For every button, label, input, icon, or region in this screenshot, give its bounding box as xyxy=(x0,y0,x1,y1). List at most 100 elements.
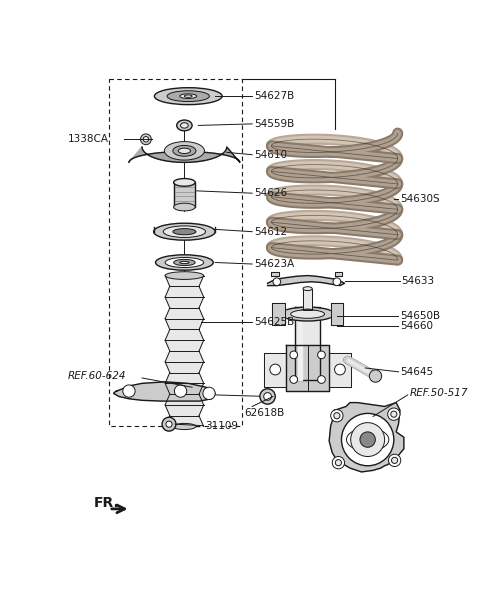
Text: 54630S: 54630S xyxy=(400,194,440,204)
Circle shape xyxy=(332,457,345,469)
Text: 31109: 31109 xyxy=(205,421,238,431)
Circle shape xyxy=(391,411,397,417)
Polygon shape xyxy=(331,303,343,325)
Polygon shape xyxy=(165,372,204,383)
Circle shape xyxy=(162,417,176,431)
Polygon shape xyxy=(165,286,204,297)
Ellipse shape xyxy=(178,148,191,154)
Polygon shape xyxy=(272,303,285,325)
Circle shape xyxy=(392,457,398,464)
Text: REF.60-624: REF.60-624 xyxy=(67,371,126,381)
Text: 54645: 54645 xyxy=(400,367,433,377)
Polygon shape xyxy=(298,307,302,380)
Circle shape xyxy=(318,351,325,359)
Polygon shape xyxy=(264,353,286,387)
Text: 54625B: 54625B xyxy=(254,316,294,327)
Circle shape xyxy=(273,278,281,285)
Ellipse shape xyxy=(173,229,196,235)
Ellipse shape xyxy=(174,179,195,186)
Polygon shape xyxy=(329,403,404,472)
Ellipse shape xyxy=(177,120,192,131)
Ellipse shape xyxy=(165,272,204,280)
Ellipse shape xyxy=(300,309,315,315)
Ellipse shape xyxy=(180,261,189,263)
Polygon shape xyxy=(267,275,345,285)
Circle shape xyxy=(290,351,298,359)
Circle shape xyxy=(260,389,275,404)
Ellipse shape xyxy=(167,91,209,101)
Circle shape xyxy=(360,432,375,447)
Circle shape xyxy=(290,375,298,383)
Ellipse shape xyxy=(173,145,196,156)
Polygon shape xyxy=(295,307,320,380)
Polygon shape xyxy=(165,394,204,405)
Polygon shape xyxy=(303,288,312,311)
Text: 54612: 54612 xyxy=(254,226,287,237)
Circle shape xyxy=(335,364,345,375)
Polygon shape xyxy=(165,405,204,416)
Polygon shape xyxy=(174,182,195,207)
Polygon shape xyxy=(129,147,240,162)
Ellipse shape xyxy=(165,257,204,268)
Text: 62618B: 62618B xyxy=(244,408,285,418)
Circle shape xyxy=(351,423,384,457)
Ellipse shape xyxy=(303,287,312,291)
Ellipse shape xyxy=(154,224,215,240)
Ellipse shape xyxy=(291,310,324,318)
Polygon shape xyxy=(335,272,342,275)
Ellipse shape xyxy=(294,307,322,316)
Circle shape xyxy=(318,375,325,383)
Polygon shape xyxy=(114,382,215,401)
Polygon shape xyxy=(165,275,204,286)
Ellipse shape xyxy=(155,88,222,105)
Circle shape xyxy=(388,408,400,420)
Text: REF.50-517: REF.50-517 xyxy=(409,389,468,398)
Polygon shape xyxy=(165,340,204,351)
Circle shape xyxy=(331,409,343,422)
Polygon shape xyxy=(165,319,204,330)
Circle shape xyxy=(123,385,135,397)
Circle shape xyxy=(388,454,401,467)
Ellipse shape xyxy=(164,142,204,160)
Polygon shape xyxy=(165,416,204,427)
Text: 54623A: 54623A xyxy=(254,259,294,269)
Ellipse shape xyxy=(156,254,213,270)
Ellipse shape xyxy=(174,203,195,211)
Ellipse shape xyxy=(180,94,197,98)
Circle shape xyxy=(369,370,382,382)
Circle shape xyxy=(174,385,187,397)
Ellipse shape xyxy=(281,307,335,321)
Circle shape xyxy=(166,421,172,427)
Circle shape xyxy=(334,412,340,419)
Circle shape xyxy=(336,460,341,465)
Text: FR.: FR. xyxy=(94,496,120,510)
Polygon shape xyxy=(165,351,204,362)
Text: 54650B: 54650B xyxy=(400,311,440,321)
Text: 54610: 54610 xyxy=(254,150,287,160)
Polygon shape xyxy=(329,353,351,387)
Circle shape xyxy=(341,414,394,465)
Text: 54626: 54626 xyxy=(254,188,287,198)
Ellipse shape xyxy=(173,423,196,430)
Polygon shape xyxy=(271,272,279,275)
Text: 54559B: 54559B xyxy=(254,119,294,129)
Ellipse shape xyxy=(163,226,205,237)
Circle shape xyxy=(141,134,151,145)
Polygon shape xyxy=(165,383,204,394)
Polygon shape xyxy=(165,297,204,308)
Circle shape xyxy=(333,278,341,285)
Text: 54660: 54660 xyxy=(400,321,433,331)
Text: 54627B: 54627B xyxy=(254,91,294,101)
Polygon shape xyxy=(286,345,329,391)
Ellipse shape xyxy=(184,95,192,97)
Circle shape xyxy=(203,387,215,399)
Ellipse shape xyxy=(174,259,195,266)
Circle shape xyxy=(264,393,271,401)
Circle shape xyxy=(143,136,149,142)
Circle shape xyxy=(270,364,281,375)
Text: 54633: 54633 xyxy=(402,276,435,286)
Polygon shape xyxy=(165,362,204,372)
Text: 1338CA: 1338CA xyxy=(67,134,108,144)
Polygon shape xyxy=(165,330,204,340)
Ellipse shape xyxy=(180,123,188,128)
